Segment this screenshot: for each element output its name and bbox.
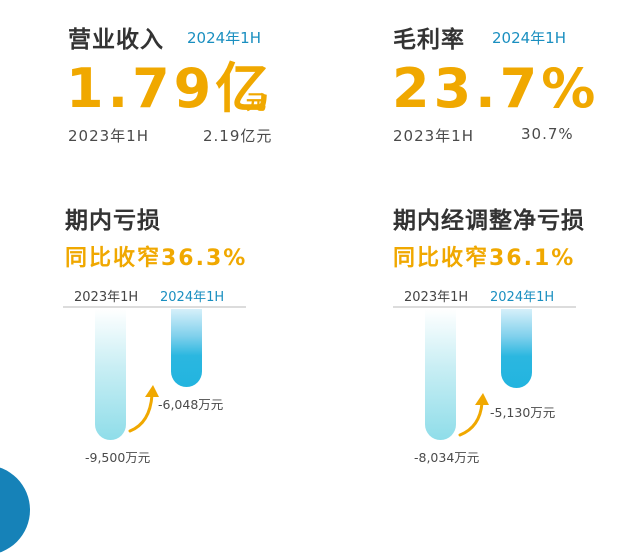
gross-margin-period: 2024年1H	[492, 29, 566, 47]
adj-net-loss-divider	[393, 306, 576, 308]
net-loss-divider	[63, 306, 246, 308]
adj-net-loss-bar-2024	[501, 309, 532, 388]
gross-margin-value: 23.7%	[392, 57, 600, 120]
net-loss-legend-new: 2024年1H	[160, 290, 225, 305]
net-loss-value-2023: -9,500万元	[85, 450, 151, 465]
gross-margin-title: 毛利率	[393, 27, 465, 53]
net-loss-value-2024: -6,048万元	[158, 397, 224, 412]
adj-net-loss-change: 同比收窄36.1%	[393, 246, 576, 271]
adj-net-loss-value-2024: -5,130万元	[490, 405, 556, 420]
revenue-compare-value: 2.19亿元	[203, 127, 273, 145]
revenue-value: 1.79亿	[66, 57, 274, 120]
net-loss-legend-old: 2023年1H	[74, 290, 139, 305]
adj-net-loss-legend-old: 2023年1H	[404, 290, 469, 305]
net-loss-change: 同比收窄36.3%	[65, 246, 248, 271]
gross-margin-compare-value: 30.7%	[521, 125, 574, 143]
net-loss-title: 期内亏损	[65, 208, 161, 234]
revenue-title: 营业收入	[68, 27, 164, 53]
net-loss-bar-2024	[171, 309, 202, 387]
decorative-corner-shape	[0, 465, 30, 555]
arrow-up-icon	[458, 393, 489, 437]
revenue-period: 2024年1H	[187, 29, 261, 47]
revenue-unit: 元	[246, 90, 266, 114]
revenue-compare-period: 2023年1H	[68, 127, 149, 145]
arrow-up-icon	[128, 385, 159, 433]
net-loss-bar-2023	[95, 309, 126, 440]
adj-net-loss-bar-2023	[425, 309, 456, 440]
gross-margin-compare-period: 2023年1H	[393, 127, 474, 145]
adj-net-loss-title: 期内经调整净亏损	[393, 208, 585, 234]
adj-net-loss-legend-new: 2024年1H	[490, 290, 555, 305]
adj-net-loss-value-2023: -8,034万元	[414, 450, 480, 465]
